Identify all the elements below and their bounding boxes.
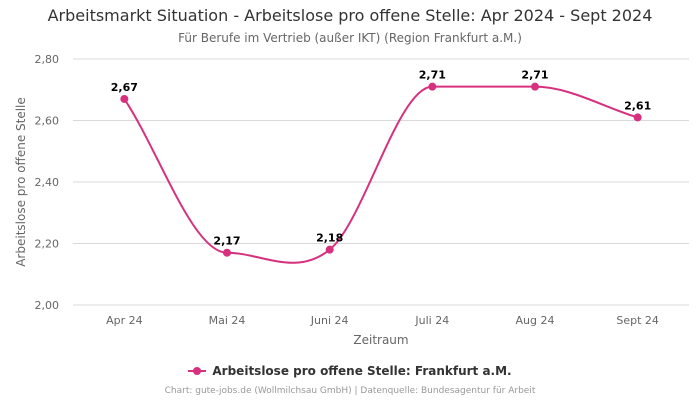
x-tick-label: Sept 24 bbox=[616, 314, 659, 327]
y-tick-label: 2,40 bbox=[35, 176, 60, 189]
y-axis-title: Arbeitslose pro offene Stelle bbox=[14, 97, 28, 267]
legend-label: Arbeitslose pro offene Stelle: Frankfurt… bbox=[212, 364, 512, 378]
x-tick-label: Juli 24 bbox=[414, 314, 449, 327]
data-point bbox=[325, 245, 334, 254]
y-tick-label: 2,60 bbox=[35, 115, 60, 128]
data-label: 2,61 bbox=[624, 99, 651, 112]
y-axis-ticks: 2,00 2,20 2,40 2,60 2,80 bbox=[35, 53, 60, 312]
chart-credits: Chart: gute-jobs.de (Wollmilchsau GmbH) … bbox=[164, 386, 536, 396]
data-label: 2,71 bbox=[521, 69, 548, 82]
data-label: 2,71 bbox=[419, 69, 446, 82]
data-label: 2,18 bbox=[316, 232, 343, 245]
data-point bbox=[223, 248, 231, 257]
data-label: 2,17 bbox=[213, 235, 240, 248]
series-group: 2,67 2,17 2,18 2,71 2,71 2,61 bbox=[111, 69, 651, 264]
grid-lines bbox=[73, 58, 689, 306]
data-point bbox=[633, 113, 642, 122]
chart-subtitle: Für Berufe im Vertrieb (außer IKT) (Regi… bbox=[178, 31, 522, 45]
x-tick-label: Aug 24 bbox=[516, 314, 555, 327]
data-point bbox=[531, 82, 539, 91]
legend[interactable]: Arbeitslose pro offene Stelle: Frankfurt… bbox=[0, 364, 700, 378]
data-point bbox=[120, 94, 129, 103]
chart-title: Arbeitsmarkt Situation - Arbeitslose pro… bbox=[47, 6, 653, 25]
y-tick-label: 2,20 bbox=[35, 238, 60, 251]
series-line bbox=[123, 85, 638, 264]
x-axis-ticks: Apr 24 Mai 24 Juni 24 Juli 24 Aug 24 Sept 24 bbox=[106, 314, 659, 327]
legend-marker-icon bbox=[188, 366, 207, 376]
x-axis-title: Zeitraum bbox=[353, 333, 408, 347]
x-tick-label: Mai 24 bbox=[209, 314, 246, 327]
y-tick-label: 2,00 bbox=[35, 299, 60, 312]
data-label: 2,67 bbox=[111, 81, 138, 94]
x-tick-label: Juni 24 bbox=[310, 314, 349, 327]
x-tick-label: Apr 24 bbox=[106, 314, 143, 327]
data-point bbox=[428, 82, 437, 91]
y-tick-label: 2,80 bbox=[35, 53, 60, 66]
